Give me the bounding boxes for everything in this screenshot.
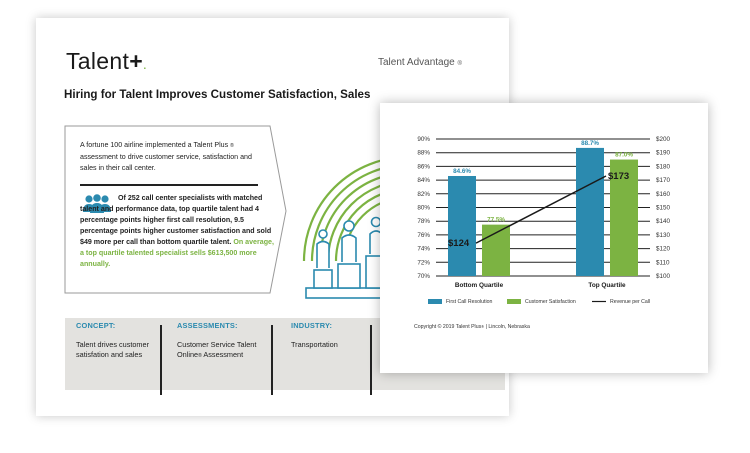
callout-frame: [64, 125, 287, 294]
y-right-tick-label: $200: [656, 136, 671, 143]
brand-tag: Talent Advantage ®: [378, 57, 462, 68]
bar-data-label: 77.5%: [487, 217, 505, 224]
y-left-tick-label: 90%: [417, 136, 430, 143]
y-left-tick-label: 78%: [417, 218, 430, 225]
callout-divider: [80, 184, 258, 186]
y-left-tick-label: 74%: [417, 246, 430, 253]
industry-column: INDUSTRY: Transportation: [291, 321, 371, 350]
y-right-tick-label: $140: [656, 218, 671, 225]
y-left-tick-label: 80%: [417, 205, 430, 212]
y-right-tick-label: $100: [656, 273, 671, 280]
bar-first-call-resolution: [576, 147, 604, 276]
y-right-tick-label: $170: [656, 177, 671, 184]
assessments-body: Customer Service Talent Online® Assessme…: [177, 340, 257, 359]
y-left-tick-label: 88%: [417, 150, 430, 157]
stats-text: Of 252 call center specialists with matc…: [80, 194, 274, 268]
comparison-chart: 70% 72% 74% 76% 78% 80% 82% 84% 86% 88% 90% $100 $11…: [417, 136, 671, 305]
y-left-tick-label: 70%: [417, 273, 430, 280]
assessments-column: ASSESSMENTS: Customer Service Talent Onl…: [177, 321, 275, 361]
column-divider: [271, 325, 273, 395]
industry-heading: INDUSTRY:: [291, 321, 333, 330]
legend-label: Customer Satisfaction: [525, 299, 576, 305]
column-divider: [160, 325, 162, 395]
legend-label: Revenue per Call: [610, 299, 650, 305]
legend-label: First Call Resolution: [446, 299, 493, 305]
intro-text: A fortune 100 airline implemented a Tale…: [80, 141, 252, 172]
assessments-heading: ASSESSMENTS:: [177, 321, 238, 330]
y-right-tick-label: $110: [656, 259, 670, 266]
revenue-label: $173: [608, 171, 629, 182]
y-left-tick-label: 72%: [417, 259, 430, 266]
people-icon: [83, 194, 111, 213]
bar-data-label: 84.6%: [453, 168, 471, 175]
bar-first-call-resolution: [448, 175, 476, 276]
column-divider: [370, 325, 372, 395]
y-left-tick-label: 86%: [417, 163, 430, 170]
bar-customer-satisfaction: [610, 159, 638, 276]
copyright-line: Copyright © 2019 Talent Plus® | Lincoln,…: [414, 324, 530, 330]
concept-body: Talent drives customer satisfation and s…: [76, 340, 149, 359]
x-category-label: Top Quartile: [588, 282, 626, 289]
y-right-tick-label: $190: [656, 150, 671, 157]
page-title: Hiring for Talent Improves Customer Sati…: [64, 88, 371, 101]
concept-heading: CONCEPT:: [76, 321, 116, 330]
revenue-label: $124: [448, 238, 470, 249]
y-right-tick-label: $150: [656, 205, 671, 212]
x-category-label: Bottom Quartile: [455, 282, 504, 289]
y-right-tick-label: $160: [656, 191, 671, 198]
concept-column: CONCEPT: Talent drives customer satisfat…: [76, 321, 168, 360]
bar-data-label: 88.7%: [581, 140, 599, 147]
legend-swatch: [507, 299, 521, 304]
y-left-tick-label: 84%: [417, 177, 430, 184]
talent-plus-logo: Talent+.: [66, 48, 148, 74]
revenue-line: [475, 175, 607, 244]
chart-page: 70% 72% 74% 76% 78% 80% 82% 84% 86% 88% 90% $100 $11…: [380, 103, 708, 373]
y-left-tick-label: 82%: [417, 191, 430, 198]
bar-data-label: 87.0%: [615, 152, 633, 159]
y-right-tick-label: $120: [656, 246, 671, 253]
industry-body: Transportation: [291, 340, 338, 349]
legend-swatch: [428, 299, 442, 304]
y-right-tick-label: $130: [656, 232, 671, 239]
y-left-tick-label: 76%: [417, 232, 430, 239]
y-right-tick-label: $180: [656, 163, 671, 170]
